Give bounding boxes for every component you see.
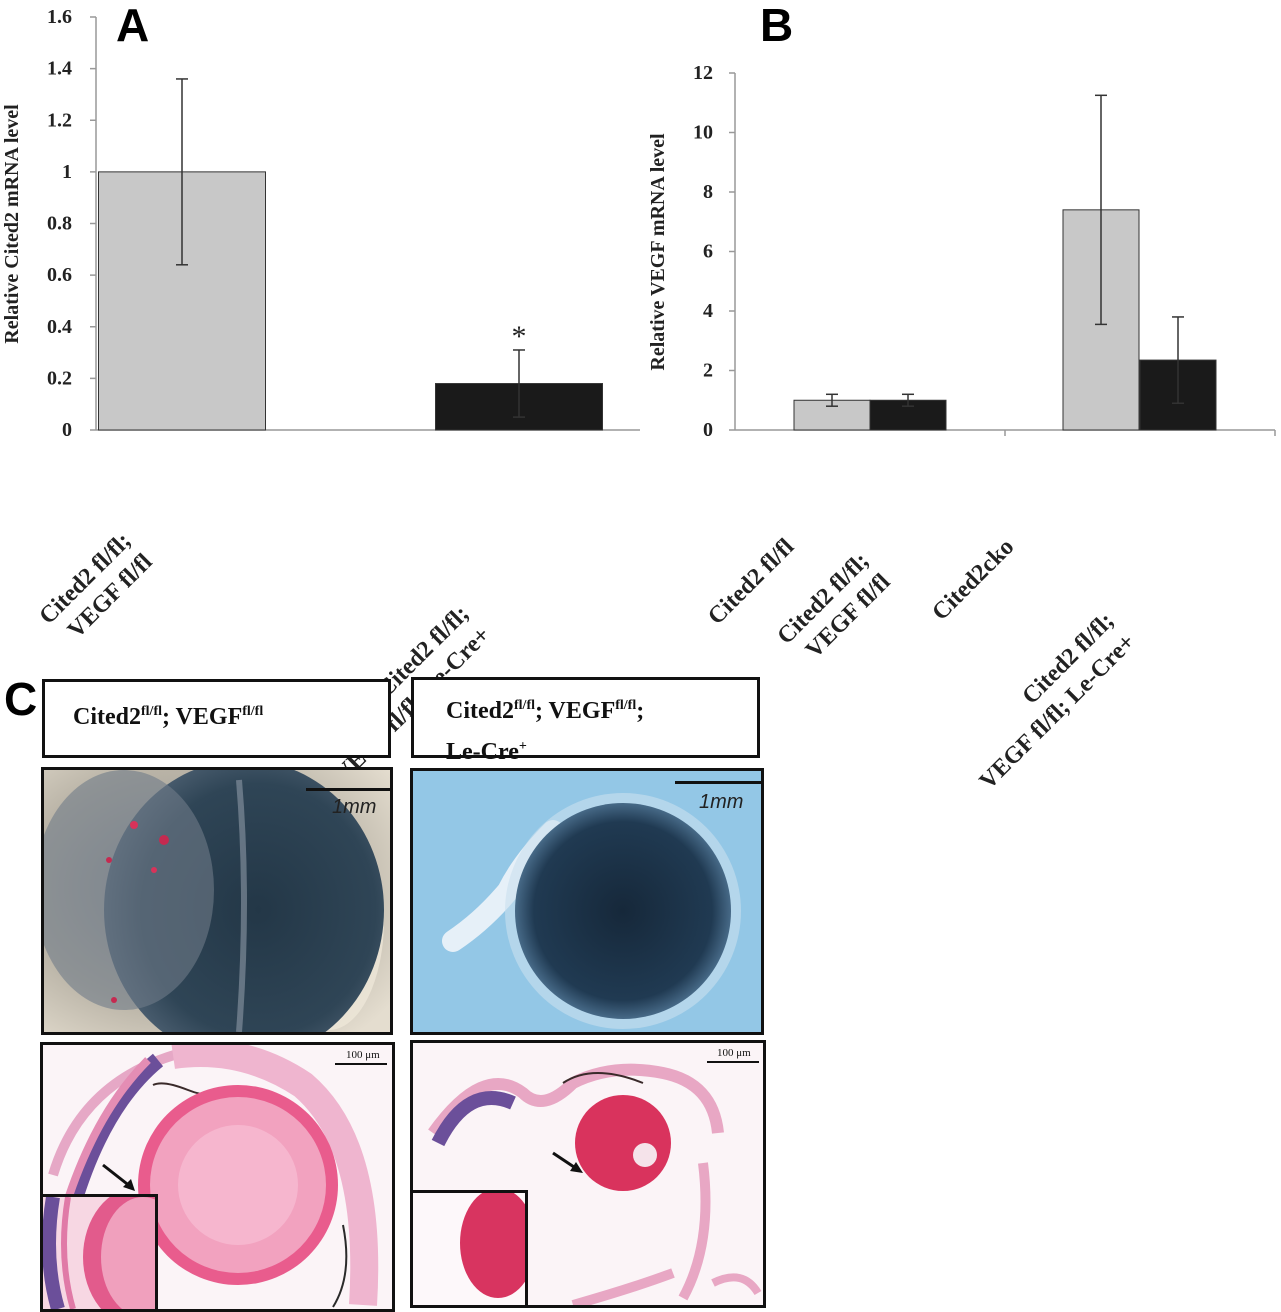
panel-label-b: B <box>760 0 794 51</box>
scale-label: 1mm <box>699 791 744 813</box>
x-category-label: Cited2 fl/fl;VEGF fl/fl <box>34 528 157 651</box>
x-category-label-line: Cited2 fl/fl <box>703 534 799 630</box>
x-category-label: Cited2 fl/fl <box>703 534 799 630</box>
panel-label-c: C <box>4 673 38 725</box>
y-tick-label: 1.4 <box>47 58 72 80</box>
y-tick-label: 12 <box>693 62 713 84</box>
inset-magnified <box>43 1194 158 1309</box>
y-tick-label: 10 <box>693 122 713 144</box>
y-axis-label: Relative VEGF mRNA level <box>647 133 669 371</box>
genotype-gene-1: Cited2 <box>446 698 514 724</box>
genotype-gene-1: Cited2 <box>73 704 141 730</box>
scale-bar <box>306 788 390 791</box>
genotype-cre: Le-Cre <box>446 739 519 765</box>
genotype-sup-1: fl/fl <box>514 698 535 713</box>
x-category-label: Cited2 fl/fl;VEGF fl/fl <box>772 548 895 671</box>
y-tick-label: 1 <box>62 161 72 183</box>
panel-label-a: A <box>116 0 150 51</box>
scale-label: 100 μm <box>346 1049 380 1061</box>
y-tick-label: 0 <box>703 419 713 441</box>
y-tick-label: 0.4 <box>47 316 72 338</box>
histology-section-control: 100 μm <box>40 1042 395 1312</box>
x-category-label: Cited2cko <box>927 534 1019 626</box>
y-tick-label: 0.2 <box>47 367 72 389</box>
genotype-box-mutant: Cited2fl/fl; VEGFfl/fl; Le-Cre+ <box>411 677 760 765</box>
y-tick-label: 6 <box>703 241 713 263</box>
whole-eye-photo-mutant: 1mm <box>410 768 764 1035</box>
scale-bar <box>335 1063 387 1065</box>
y-tick-label: 0 <box>62 419 72 441</box>
scale-label: 100 μm <box>717 1047 751 1059</box>
genotype-gene-2: ; VEGF <box>535 698 616 724</box>
scale-bar <box>675 781 761 784</box>
bar-charts: 0 0.2 0.4 0.6 0.8 1 1.2 1.4 1.6 Relative Cited2 m… <box>1 6 1276 795</box>
x-category-label-line: Cited2cko <box>927 534 1019 626</box>
genotype-cre-sup: + <box>518 739 527 754</box>
genotype-gene-2: ; VEGF <box>162 704 243 730</box>
inset-magnified <box>413 1190 528 1305</box>
y-axis-label: Relative Cited2 mRNA level <box>1 104 23 344</box>
y-tick-label: 8 <box>703 181 713 203</box>
genotype-sup-1: fl/fl <box>141 704 162 719</box>
whole-eye-photo-control: 1mm <box>41 767 393 1035</box>
genotype-sup-2: fl/fl <box>242 704 264 719</box>
scale-label: 1mm <box>332 796 377 818</box>
genotype-box-control: Cited2fl/fl; VEGFfl/fl <box>42 679 391 758</box>
genotype-separator: ; <box>636 698 645 724</box>
significance-mark: * <box>512 320 527 353</box>
y-tick-label: 0.8 <box>47 213 72 235</box>
y-tick-label: 2 <box>703 360 713 382</box>
histology-section-mutant: 100 μm <box>410 1040 766 1308</box>
x-category-label: Cited2 fl/fl;VEGF fl/fl; Le-Cre+ <box>954 608 1141 795</box>
scale-bar <box>707 1061 759 1063</box>
y-tick-label: 4 <box>703 300 713 322</box>
genotype-sup-2: fl/fl <box>615 698 637 713</box>
y-tick-label: 1.6 <box>47 6 72 28</box>
y-tick-label: 1.2 <box>47 109 72 131</box>
y-tick-label: 0.6 <box>47 264 72 286</box>
